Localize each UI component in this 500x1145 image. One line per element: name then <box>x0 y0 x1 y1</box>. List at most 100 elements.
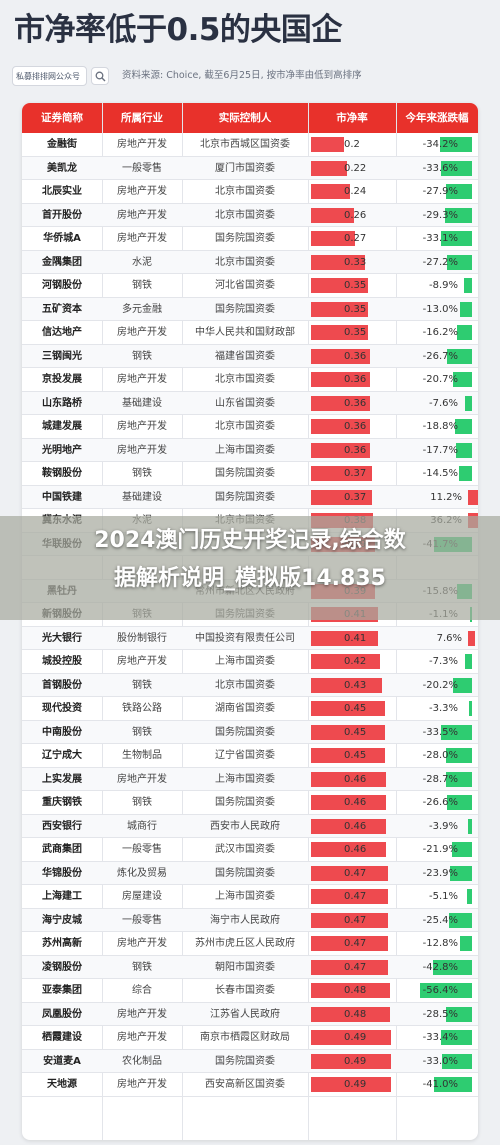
change-value: -28.7% <box>422 773 458 785</box>
pb-value: 0.47 <box>344 891 367 902</box>
table-row: 亚泰集团 综合 长春市国资委 0.48 -56.4% <box>22 979 478 1003</box>
change-cell: -27.2% <box>396 251 478 275</box>
pb-bar <box>311 795 386 810</box>
pb-cell: 0.33 <box>308 251 396 275</box>
change-cell: -7.3% <box>396 650 478 674</box>
controller: 国务院国资委 <box>215 303 275 315</box>
change-cell: -13.0% <box>396 298 478 322</box>
controller: 国务院国资委 <box>215 726 275 738</box>
search-icon[interactable] <box>91 67 109 85</box>
pb-value: 0.47 <box>344 961 367 973</box>
pb-bar <box>311 842 386 857</box>
change-bar <box>456 442 472 458</box>
change-cell: -20.2% <box>396 674 478 698</box>
change-bar <box>468 818 472 834</box>
pb-bar <box>311 654 380 669</box>
change-cell: -28.7% <box>396 768 478 792</box>
controller: 湖南省国资委 <box>215 703 275 714</box>
pb-cell: 0.43 <box>308 674 396 698</box>
industry: 房屋建设 <box>122 891 162 902</box>
industry: 钢铁 <box>132 280 152 291</box>
stock-name: 信达地产 <box>42 327 82 338</box>
change-value: -25.4% <box>422 914 458 926</box>
change-bar <box>465 395 472 411</box>
change-bar <box>433 959 472 975</box>
industry: 房地产开发 <box>117 1008 167 1020</box>
change-bar <box>445 207 472 223</box>
banner-line-2: 据解析说明_模拟版14.835 <box>114 566 386 591</box>
industry: 房地产开发 <box>117 1079 167 1090</box>
controller: 厦门市国资委 <box>215 162 275 174</box>
stock-name: 武商集团 <box>42 844 82 855</box>
pb-cell: 0.37 <box>308 462 396 486</box>
change-value: -7.3% <box>428 656 458 667</box>
pb-bar <box>311 184 350 199</box>
industry: 钢铁 <box>132 468 152 479</box>
table-row: 栖霞建设 房地产开发 南京市栖霞区财政局 0.49 -33.4% <box>22 1026 478 1050</box>
stock-name: 光明地产 <box>42 444 82 456</box>
pb-bar <box>311 207 354 223</box>
col-header-change: 今年来涨跌幅 <box>405 112 469 124</box>
pb-value: 0.48 <box>344 1008 367 1020</box>
change-value: -26.6% <box>422 797 458 808</box>
change-value: -3.3% <box>428 703 458 714</box>
table-row: 上实发展 房地产开发 上海市国资委 0.46 -28.7% <box>22 767 478 792</box>
pb-cell: 0.36 <box>308 368 396 392</box>
change-cell: -14.5% <box>396 462 478 486</box>
pb-value: 0.49 <box>344 1032 367 1043</box>
pb-cell: 0.42 <box>308 650 396 674</box>
table-row: 重庆钢铁 钢铁 国务院国资委 0.46 -26.6% <box>22 791 478 815</box>
pb-value: 0.47 <box>344 914 367 926</box>
change-cell: -16.2% <box>396 321 478 345</box>
pb-cell: 0.45 <box>308 697 396 721</box>
controller: 北京市国资委 <box>215 186 275 197</box>
pb-cell: 0.37 <box>308 486 396 510</box>
controller: 国务院国资委 <box>215 491 275 503</box>
change-value: -18.8% <box>422 421 458 432</box>
controller: 西安高新区国资委 <box>205 1079 285 1090</box>
industry: 炼化及贸易 <box>117 867 167 879</box>
industry: 房地产开发 <box>117 327 167 338</box>
change-cell: -3.3% <box>396 697 478 721</box>
pb-value: 0.33 <box>344 256 367 268</box>
change-cell: -7.6% <box>396 392 478 416</box>
pb-value: 0.27 <box>344 233 367 244</box>
pb-value: 0.42 <box>344 656 367 667</box>
column-divider <box>182 103 183 1140</box>
controller: 南京市栖霞区财政局 <box>200 1032 290 1043</box>
pb-value: 0.47 <box>344 867 367 879</box>
stock-name: 亚泰集团 <box>42 985 82 996</box>
table-row: 金融街 房地产开发 北京市西城区国资委 0.2 -34.2% <box>22 133 478 157</box>
pb-bar <box>311 1077 391 1092</box>
column-divider <box>102 103 103 1140</box>
pb-value: 0.41 <box>344 632 367 644</box>
pb-cell: 0.49 <box>308 1050 396 1074</box>
controller: 河北省国资委 <box>215 280 275 291</box>
change-bar <box>447 348 472 364</box>
table-row: 山东路桥 基础建设 山东省国资委 0.36 -7.6% <box>22 391 478 416</box>
controller: 国务院国资委 <box>215 1055 275 1067</box>
pb-value: 0.22 <box>344 162 367 174</box>
table-row: 京投发展 房地产开发 北京市国资委 0.36 -20.7% <box>22 368 478 392</box>
table-row: 天地源 房地产开发 西安高新区国资委 0.49 -41.0% <box>22 1073 478 1097</box>
stock-name: 美凯龙 <box>47 162 77 174</box>
change-value: -42.8% <box>422 961 458 973</box>
industry: 钢铁 <box>132 797 152 808</box>
industry: 基础建设 <box>122 397 162 409</box>
column-divider <box>396 103 397 1140</box>
industry: 钢铁 <box>132 726 152 738</box>
col-header-name: 证券简称 <box>41 112 83 124</box>
change-cell: -17.7% <box>396 439 478 463</box>
controller: 江苏省人民政府 <box>210 1008 280 1020</box>
change-cell: -33.6% <box>396 157 478 181</box>
change-bar <box>440 137 472 152</box>
overlay-banner-text: 2024澳门历史开奖记录,综合数 据解析说明_模拟版14.835 <box>0 522 500 598</box>
pb-bar <box>311 278 368 293</box>
change-bar <box>447 795 472 810</box>
pb-cell: 0.36 <box>308 392 396 416</box>
industry: 农化制品 <box>122 1055 162 1067</box>
pb-value: 0.45 <box>344 703 367 714</box>
source-note: 资料来源: Choice, 截至6月25日, 按市净率由低到高排序 <box>122 70 362 81</box>
industry: 生物制品 <box>122 750 162 761</box>
change-bar <box>469 701 472 716</box>
